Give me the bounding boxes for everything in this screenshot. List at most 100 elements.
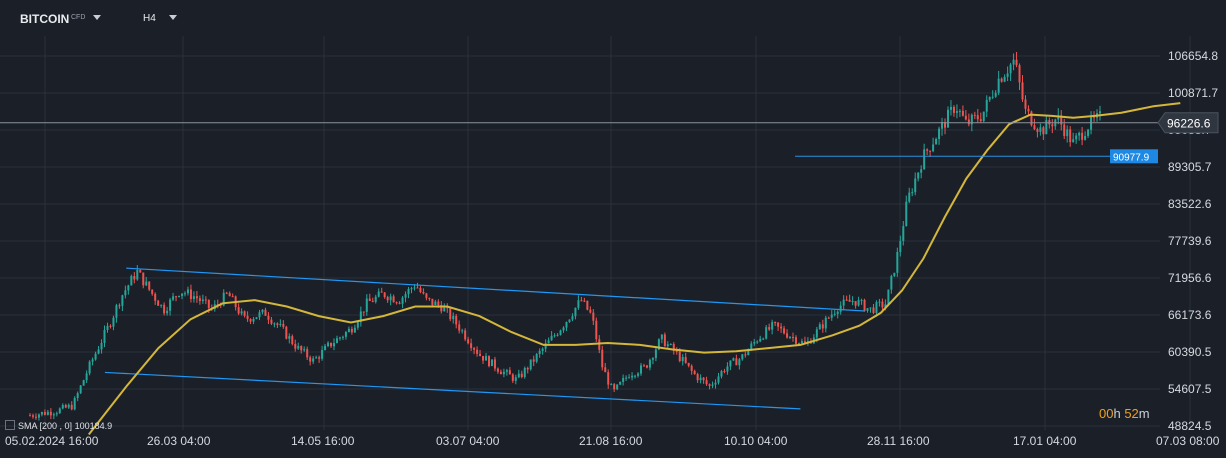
candle-body — [565, 322, 568, 328]
candle-body — [1087, 129, 1090, 136]
candle-body — [398, 302, 401, 304]
candle-body — [550, 335, 553, 341]
candle-body — [949, 106, 952, 110]
candle-body — [46, 411, 49, 415]
candle-body — [1081, 132, 1084, 140]
candle-body — [228, 293, 231, 297]
candle-body — [124, 290, 127, 296]
candle-body — [687, 362, 690, 366]
candle-body — [857, 300, 860, 306]
candle-body — [347, 328, 350, 333]
current-price-value: 96226.6 — [1167, 117, 1211, 131]
candle-body — [675, 350, 678, 352]
candle-body — [774, 322, 777, 324]
x-tick-label: 17.01 04:00 — [1013, 434, 1077, 448]
y-tick-label: 77739.6 — [1168, 234, 1212, 248]
candle-body — [264, 309, 267, 316]
candle-body — [994, 92, 997, 97]
candle-body — [359, 311, 362, 323]
candle-body — [192, 296, 195, 300]
candle-body — [109, 325, 112, 327]
candle-body — [496, 368, 499, 372]
candle-body — [601, 349, 604, 368]
candle-body — [955, 111, 958, 113]
candle-body — [792, 336, 795, 338]
candle-body — [681, 357, 684, 362]
candle-body — [312, 358, 315, 362]
candle-body — [52, 414, 55, 416]
channel-lower-line[interactable] — [104, 371, 801, 410]
candle-body — [136, 269, 139, 280]
candle-body — [464, 330, 467, 340]
candle-body — [842, 299, 845, 306]
candle-body — [541, 348, 544, 351]
candle-body — [151, 289, 154, 294]
candle-body — [502, 371, 505, 375]
candle-body — [786, 333, 789, 338]
candle-body — [637, 373, 640, 376]
candle-body — [434, 301, 437, 305]
candle-body — [887, 289, 890, 305]
candle-body — [333, 343, 336, 347]
candle-body — [493, 359, 496, 369]
candle-body — [1039, 127, 1042, 132]
candle-body — [145, 281, 148, 286]
candle-body — [1027, 108, 1030, 112]
candle-body — [982, 111, 985, 121]
candle-body — [702, 377, 705, 381]
candle-body — [1069, 129, 1072, 143]
candle-body — [1021, 82, 1024, 100]
candle-body — [169, 299, 172, 311]
timeframe-dropdown-icon[interactable] — [169, 15, 177, 20]
timeframe-label[interactable]: H4 — [143, 13, 156, 24]
candle-body — [544, 343, 547, 349]
candle-body — [759, 338, 762, 342]
candle-body — [321, 350, 324, 359]
candle-body — [902, 226, 905, 241]
candle-body — [458, 324, 461, 331]
channel-upper-line[interactable] — [126, 267, 865, 312]
candle-body — [88, 361, 91, 374]
candle-body — [878, 301, 881, 303]
candle-body — [374, 296, 377, 302]
candle-body — [908, 192, 911, 202]
countdown-hours-unit: h — [1113, 406, 1121, 421]
candle-body — [631, 375, 634, 378]
y-tick-label: 54607.5 — [1168, 382, 1212, 396]
candle-body — [428, 297, 431, 299]
candle-body — [282, 324, 285, 327]
candle-body — [625, 377, 628, 379]
symbol-dropdown-icon[interactable] — [93, 15, 101, 20]
candle-body — [666, 344, 669, 347]
candle-body — [929, 150, 932, 152]
candle-body — [100, 342, 103, 350]
candle-body — [431, 298, 434, 305]
countdown-hours: 00 — [1099, 406, 1114, 421]
candle-body — [789, 336, 792, 338]
candle-body — [735, 358, 738, 366]
level-price-tag[interactable] — [1110, 149, 1158, 164]
candle-body — [693, 370, 696, 375]
candle-body — [833, 313, 836, 315]
indicator-toggle-checkbox[interactable] — [5, 420, 15, 430]
candle-body — [115, 305, 118, 318]
candle-body — [76, 393, 79, 399]
candle-body — [410, 288, 413, 290]
candle-body — [803, 341, 806, 344]
candle-body — [556, 334, 559, 336]
candle-body — [204, 299, 207, 301]
candle-body — [181, 293, 184, 296]
candle-body — [547, 340, 550, 344]
symbol-name[interactable]: BITCOIN — [20, 12, 70, 26]
candle-body — [848, 299, 851, 302]
candle-body — [777, 322, 780, 327]
sma-legend[interactable]: SMA [200 , 0] 100184.9 — [5, 420, 112, 431]
candle-body — [371, 300, 374, 302]
candle-body — [529, 359, 532, 370]
candle-body — [186, 289, 189, 294]
candle-body — [583, 300, 586, 302]
candle-body — [645, 365, 648, 368]
candle-body — [285, 326, 288, 339]
candle-body — [175, 296, 178, 298]
